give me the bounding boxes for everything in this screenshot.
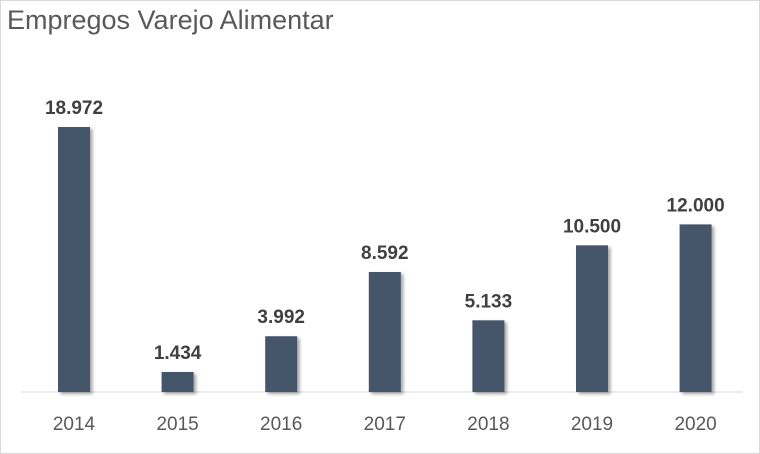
bar-2018 bbox=[472, 320, 505, 392]
value-label-2020: 12.000 bbox=[667, 195, 725, 216]
x-tick-label-2015: 2015 bbox=[156, 414, 198, 435]
x-tick-label-2018: 2018 bbox=[467, 414, 509, 435]
value-label-2014: 18.972 bbox=[45, 98, 103, 119]
value-label-2017: 8.592 bbox=[361, 243, 409, 264]
bar-2015 bbox=[161, 371, 194, 392]
x-tick-label-2020: 2020 bbox=[674, 414, 716, 435]
x-tick-label-2014: 2014 bbox=[53, 414, 96, 435]
bar-2014 bbox=[58, 127, 90, 392]
bar-2019 bbox=[576, 245, 608, 392]
x-tick-label-2019: 2019 bbox=[571, 414, 613, 435]
value-label-2016: 3.992 bbox=[257, 307, 305, 328]
x-tick-label-2017: 2017 bbox=[364, 414, 406, 435]
x-tick-label-2016: 2016 bbox=[260, 414, 302, 435]
chart-title: Empregos Varejo Alimentar bbox=[7, 5, 334, 35]
bar-2016 bbox=[265, 336, 298, 392]
value-label-2015: 1.434 bbox=[154, 343, 202, 364]
bar-2017 bbox=[368, 271, 401, 392]
bar-2020 bbox=[679, 224, 712, 392]
value-label-2018: 5.133 bbox=[465, 291, 513, 312]
value-label-2019: 10.500 bbox=[563, 216, 621, 237]
